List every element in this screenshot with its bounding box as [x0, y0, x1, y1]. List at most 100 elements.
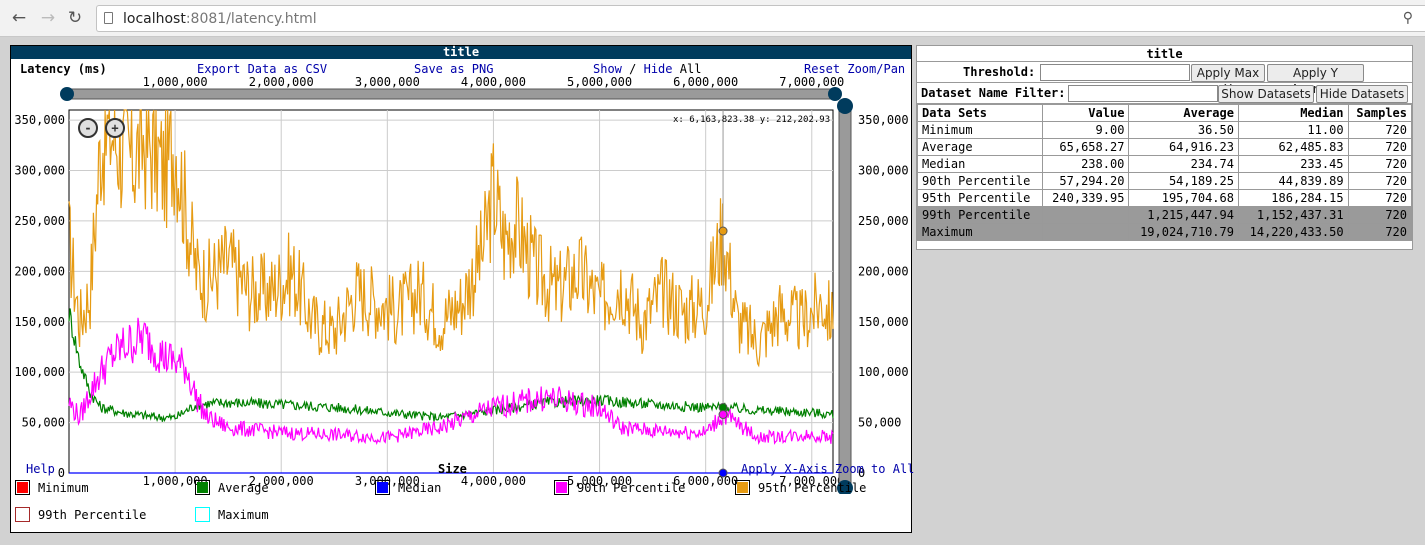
apply-max-y-button[interactable]: Apply Max Y	[1191, 64, 1265, 96]
cursor-readout: x: 6,163,823.38 y: 212,202.93	[673, 115, 831, 125]
legend-swatch-median[interactable]	[375, 480, 390, 495]
y-pan-handle-top[interactable]	[837, 98, 853, 114]
y-tick-label: 350,000	[14, 113, 65, 127]
legend-swatch-fill	[377, 482, 388, 493]
x-tick-label-top: 6,000,000	[673, 75, 738, 89]
stats-row[interactable]: Median 238.00 234.74 233.45 720	[917, 155, 1413, 173]
help-link[interactable]: Help	[26, 462, 55, 476]
stats-cell: 233.45	[1237, 155, 1349, 173]
stats-cell: 1,215,447.94	[1128, 206, 1239, 224]
threshold-row: Threshold: Apply Max Y Apply Y Average	[917, 62, 1412, 96]
legend-label[interactable]: 99th Percentile	[38, 508, 147, 522]
stats-cell: 238.00	[1041, 155, 1130, 173]
y-pan-handle-bottom[interactable]	[837, 480, 853, 494]
y-pan-scrollbar[interactable]	[838, 103, 852, 491]
cursor-marker-95th-percentile	[718, 226, 728, 236]
stats-cell: 14,220,433.50	[1237, 223, 1349, 241]
cursor-marker-median	[718, 468, 728, 478]
stats-row[interactable]: Maximum 19,024,710.79 14,220,433.50 720	[917, 223, 1413, 241]
stats-header-median[interactable]: Median	[1237, 104, 1349, 122]
back-arrow-icon[interactable]: ←	[11, 8, 27, 28]
threshold-input[interactable]	[1040, 64, 1190, 81]
x-tick-label-top: 7,000,000	[779, 75, 844, 89]
save-png-link[interactable]: Save as PNG	[414, 62, 494, 76]
apply-x-zoom-link[interactable]: Apply X-Axis Zoom to All	[741, 462, 915, 476]
stats-cell: 720	[1347, 155, 1413, 173]
stats-row[interactable]: 99th Percentile 1,215,447.94 1,152,437.31 7…	[917, 206, 1413, 224]
legend-swatch-95th-percentile[interactable]	[735, 480, 750, 495]
stats-table: Data Sets Value Average Median Samples Minim…	[917, 104, 1413, 241]
latency-chart[interactable]: 1,000,000 2,000,000 3,000,000 4,000,000 5,00…	[11, 74, 911, 494]
legend-label[interactable]: Median	[398, 481, 442, 495]
zoom-icon[interactable]: ⚲	[1402, 10, 1413, 26]
legend-swatch-minimum[interactable]	[15, 480, 30, 495]
y-tick-label-right: 250,000	[858, 214, 909, 228]
stats-row[interactable]: 95th Percentile 240,339.95 195,704.68 186,2…	[917, 189, 1413, 207]
y-tick-label: 100,000	[14, 365, 65, 379]
stats-cell: 19,024,710.79	[1128, 223, 1239, 241]
legend-label[interactable]: Minimum	[38, 481, 89, 495]
all-label: All	[679, 62, 702, 76]
stats-row[interactable]: 90th Percentile 57,294.20 54,189.25 44,839.…	[917, 172, 1413, 190]
stats-row[interactable]: Average 65,658.27 64,916.23 62,485.83 720	[917, 138, 1413, 156]
legend-swatch-90th-percentile[interactable]	[554, 480, 569, 495]
stats-header-average[interactable]: Average	[1128, 104, 1239, 122]
y-tick-label-right: 350,000	[858, 113, 909, 127]
stats-row[interactable]: Minimum 9.00 36.50 11.00 720	[917, 121, 1413, 139]
y-axis-label: Latency (ms)	[20, 62, 107, 76]
stats-cell: 99th Percentile	[917, 206, 1043, 224]
show-hide-separator: /	[629, 62, 637, 76]
stats-cell: 240,339.95	[1041, 189, 1130, 207]
address-bar[interactable]: localhost:8081/latency.html ⚲	[96, 5, 1425, 32]
stats-cell: 36.50	[1128, 121, 1239, 139]
stats-cell: 95th Percentile	[917, 189, 1043, 207]
threshold-label: Threshold:	[963, 65, 1036, 79]
legend-label[interactable]: Maximum	[218, 508, 269, 522]
show-datasets-button[interactable]: Show Datasets	[1218, 85, 1314, 103]
y-tick-label: 0	[58, 466, 65, 480]
export-csv-link[interactable]: Export Data as CSV	[197, 62, 328, 76]
apply-y-average-button[interactable]: Apply Y Average	[1267, 64, 1364, 96]
forward-arrow-icon[interactable]: →	[40, 8, 56, 28]
stats-cell: 720	[1347, 172, 1413, 190]
stats-header-data-sets[interactable]: Data Sets	[917, 104, 1043, 122]
page-icon	[104, 12, 113, 24]
stats-header-value[interactable]: Value	[1041, 104, 1130, 122]
legend-swatch-average[interactable]	[195, 480, 210, 495]
series-line-average	[68, 308, 834, 423]
show-link[interactable]: Show	[593, 62, 622, 76]
url-path: :8081/latency.html	[185, 11, 317, 27]
y-tick-label: 50,000	[22, 416, 65, 430]
legend-swatch-fill	[17, 482, 28, 493]
stats-cell	[1041, 206, 1130, 224]
chart-panel-title: title	[11, 46, 911, 59]
reset-zoom-link[interactable]: Reset Zoom/Pan	[804, 62, 906, 76]
x-pan-handle-left[interactable]	[60, 87, 74, 101]
legend-swatch-99th-percentile[interactable]	[15, 507, 30, 522]
filter-input[interactable]	[1068, 85, 1218, 102]
legend-label[interactable]: 90th Percentile	[577, 481, 686, 495]
hide-link[interactable]: Hide	[643, 62, 673, 76]
zoom-out-button[interactable]: -	[78, 118, 98, 138]
legend-label[interactable]: 95th Percentile	[758, 481, 867, 495]
reload-icon[interactable]: ↻	[67, 8, 83, 28]
x-tick-label: 2,000,000	[249, 474, 314, 488]
legend-swatch-fill	[556, 482, 567, 493]
x-pan-handle-right[interactable]	[828, 87, 842, 101]
stats-cell: 11.00	[1237, 121, 1349, 139]
x-tick-label-top: 3,000,000	[355, 75, 420, 89]
legend-swatch-fill	[737, 482, 748, 493]
stats-cell: 720	[1347, 138, 1413, 156]
x-pan-scrollbar[interactable]	[66, 88, 836, 100]
stats-cell: 57,294.20	[1041, 172, 1130, 190]
legend-swatch-maximum[interactable]	[195, 507, 210, 522]
x-tick-label: 1,000,000	[143, 474, 208, 488]
x-tick-label: 5,000,000	[567, 474, 632, 488]
legend-label[interactable]: Average	[218, 481, 269, 495]
x-tick-label-top: 2,000,000	[249, 75, 314, 89]
hide-datasets-button[interactable]: Hide Datasets	[1316, 85, 1408, 103]
stats-cell: 720	[1347, 223, 1413, 241]
stats-header-samples[interactable]: Samples	[1347, 104, 1413, 122]
zoom-in-button[interactable]: +	[105, 118, 125, 138]
stats-cell: 9.00	[1041, 121, 1130, 139]
